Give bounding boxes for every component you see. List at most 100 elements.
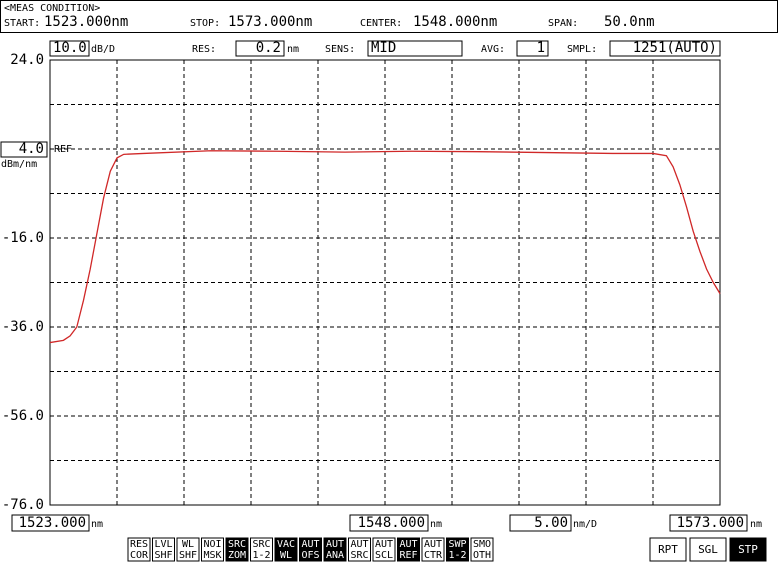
plot	[49, 60, 721, 505]
button-label-top: AUT	[424, 539, 442, 550]
y-tick-label: -36.0	[2, 319, 44, 335]
sens-value: MID	[371, 40, 396, 56]
avg-label: AVG:	[481, 44, 505, 55]
function-button[interactable]	[446, 537, 469, 562]
function-button[interactable]	[225, 537, 249, 562]
span-label: SPAN:	[548, 18, 578, 29]
sweep-button-label: RPT	[658, 543, 678, 556]
button-label-bottom: MSK	[203, 550, 221, 561]
sweep-button[interactable]	[689, 537, 727, 562]
res-box[interactable]	[235, 40, 285, 57]
y-scale-unit: dB/D	[91, 44, 115, 55]
function-button[interactable]	[323, 537, 347, 562]
button-label-bottom: SCL	[375, 550, 393, 561]
button-label-bottom: SRC	[350, 550, 368, 561]
function-button[interactable]	[176, 537, 200, 562]
button-label-top: AUT	[301, 539, 319, 550]
button-label-bottom: ZOM	[228, 550, 246, 561]
x-center-box[interactable]	[349, 514, 429, 532]
button-label-top: LVL	[154, 539, 172, 550]
button-label-bottom: SHF	[179, 550, 197, 561]
button-label-bottom: REF	[399, 550, 417, 561]
function-button[interactable]	[348, 537, 371, 562]
stop-value: 1573.000nm	[228, 14, 312, 30]
sweep-button-label: SGL	[698, 543, 718, 556]
header-box	[0, 0, 778, 33]
button-bar: RESCORLVLSHFWLSHFNOIMSKSRCZOMSRC1-2VACWL…	[127, 537, 767, 562]
button-label-bottom: SHF	[154, 550, 172, 561]
function-button[interactable]	[299, 537, 322, 562]
x-scale-box[interactable]	[509, 514, 572, 532]
function-button[interactable]	[250, 537, 273, 562]
ref-level: 4.0	[19, 141, 44, 157]
y-tick-label: -76.0	[2, 497, 44, 513]
button-label-top: SWP	[448, 539, 466, 550]
start-label: START:	[4, 18, 40, 29]
button-label-bottom: OFS	[301, 550, 319, 561]
header-title: <MEAS CONDITION>	[4, 3, 100, 14]
sens-label: SENS:	[325, 44, 355, 55]
function-button[interactable]	[127, 537, 151, 562]
sweep-button[interactable]	[649, 537, 687, 562]
res-unit: nm	[287, 44, 299, 55]
smpl-label: SMPL:	[567, 44, 597, 55]
button-label-top: AUT	[399, 539, 417, 550]
x-stop-box[interactable]	[669, 514, 748, 532]
sens-box[interactable]	[367, 40, 463, 57]
button-label-top: VAC	[277, 539, 295, 550]
x-tick-label: 1548.000	[358, 515, 425, 531]
x-scale-value: 5.00	[534, 515, 568, 531]
x-unit: nm	[91, 519, 103, 530]
center-value: 1548.000nm	[413, 14, 497, 30]
function-button[interactable]	[397, 537, 420, 562]
ref-text: REF	[54, 144, 72, 155]
button-label-top: SMO	[473, 539, 491, 550]
sweep-button-label: STP	[738, 543, 758, 556]
button-label-top: WL	[182, 539, 194, 550]
y-unit: dBm/nm	[1, 159, 37, 170]
x-scale-unit: nm/D	[573, 519, 597, 530]
y-scale-box[interactable]	[49, 40, 90, 57]
y-tick-label: -56.0	[2, 408, 44, 424]
smpl-value: 1251(AUTO)	[633, 40, 717, 56]
button-label-bottom: OTH	[473, 550, 491, 561]
button-label-top: AUT	[375, 539, 393, 550]
button-label-bottom: ANA	[326, 550, 344, 561]
function-button[interactable]	[372, 537, 396, 562]
y-tick-label: -16.0	[2, 230, 44, 246]
avg-value: 1	[537, 40, 545, 56]
res-label: RES:	[192, 44, 216, 55]
button-label-bottom: COR	[130, 550, 149, 561]
button-label-bottom: 1-2	[252, 550, 270, 561]
function-button[interactable]	[274, 537, 298, 562]
avg-box[interactable]	[516, 40, 549, 57]
x-tick-label: 1573.000	[677, 515, 744, 531]
button-label-top: AUT	[350, 539, 368, 550]
center-label: CENTER:	[360, 18, 402, 29]
button-label-bottom: WL	[280, 550, 292, 561]
smpl-box[interactable]	[609, 40, 721, 57]
function-button[interactable]	[470, 537, 494, 562]
stop-label: STOP:	[190, 18, 220, 29]
x-tick-label: 1523.000	[19, 515, 86, 531]
function-button[interactable]	[201, 537, 224, 562]
button-label-bottom: 1-2	[448, 550, 466, 561]
start-value: 1523.000nm	[44, 14, 128, 30]
button-label-bottom: CTR	[424, 550, 443, 561]
x-unit: nm	[750, 519, 762, 530]
y-scale-value: 10.0	[53, 40, 87, 56]
button-label-top: NOI	[203, 539, 221, 550]
x-start-box[interactable]	[11, 514, 90, 532]
function-button[interactable]	[421, 537, 445, 562]
span-value: 50.0nm	[604, 14, 655, 30]
button-label-top: RES	[130, 539, 148, 550]
button-label-top: AUT	[326, 539, 344, 550]
function-button[interactable]	[152, 537, 175, 562]
x-unit: nm	[430, 519, 442, 530]
sweep-button[interactable]	[729, 537, 767, 562]
ref-box[interactable]	[0, 141, 48, 158]
trace	[49, 150, 721, 344]
button-label-top: SRC	[228, 539, 246, 550]
button-label-top: SRC	[252, 539, 270, 550]
